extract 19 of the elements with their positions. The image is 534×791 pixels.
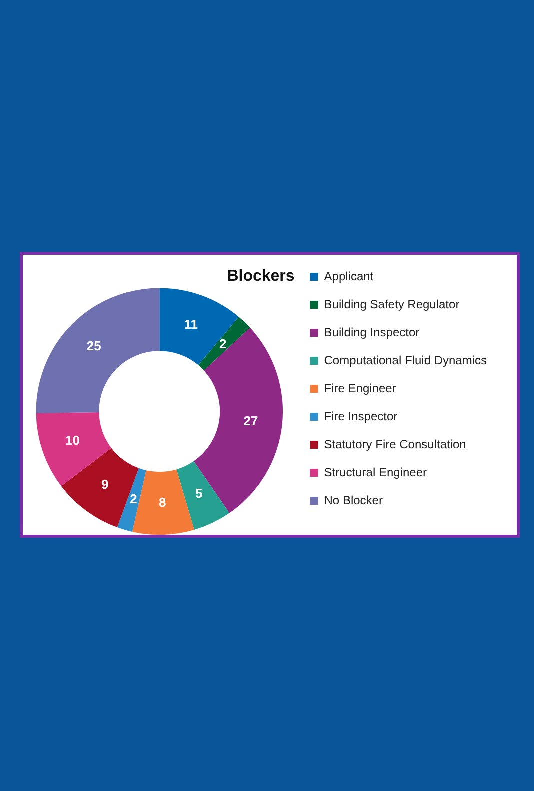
legend-label: Computational Fluid Dynamics [324,353,487,368]
legend-label: Structural Engineer [324,465,427,480]
data-label: 2 [130,491,138,506]
legend-label: Fire Engineer [324,381,396,396]
legend-label: Statutory Fire Consultation [324,437,466,452]
legend-label: Fire Inspector [324,409,398,424]
data-label: 8 [158,495,166,510]
legend-label: Building Inspector [324,325,420,340]
data-label: 27 [244,413,258,428]
data-label: 25 [86,338,102,354]
data-label: 2 [219,336,227,352]
legend-label: No Blocker [324,493,383,508]
legend-label: Building Safety Regulator [324,297,460,312]
data-label: 11 [184,316,198,332]
data-label: 5 [196,486,203,502]
legend-label: Applicant [324,269,374,284]
text: Blockers [227,268,295,286]
data-label: 9 [102,477,109,492]
data-label: 10 [66,433,80,448]
